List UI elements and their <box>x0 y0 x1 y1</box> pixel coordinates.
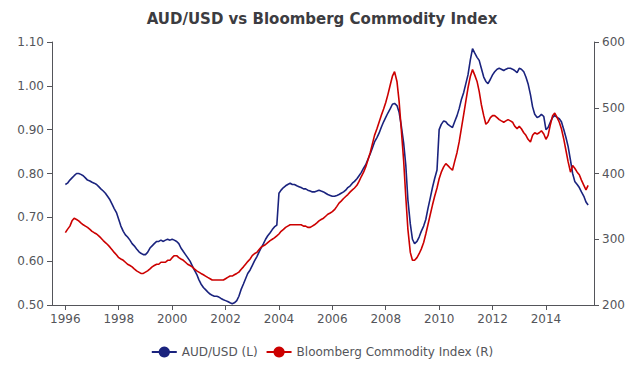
svg-text:0.60: 0.60 <box>17 254 44 268</box>
svg-text:2000: 2000 <box>157 312 188 326</box>
svg-text:2012: 2012 <box>477 312 508 326</box>
svg-text:AUD/USD (L): AUD/USD (L) <box>182 345 258 359</box>
svg-text:0.80: 0.80 <box>17 167 44 181</box>
svg-text:300: 300 <box>602 232 625 246</box>
svg-text:0.50: 0.50 <box>17 298 44 312</box>
svg-text:500: 500 <box>602 101 625 115</box>
svg-text:1.10: 1.10 <box>17 35 44 49</box>
svg-text:1996: 1996 <box>50 312 81 326</box>
svg-text:0.70: 0.70 <box>17 210 44 224</box>
svg-text:0.90: 0.90 <box>17 123 44 137</box>
svg-text:Bloomberg Commodity Index (R): Bloomberg Commodity Index (R) <box>297 345 494 359</box>
svg-text:200: 200 <box>602 298 625 312</box>
svg-text:AUD/USD vs Bloomberg Commodity: AUD/USD vs Bloomberg Commodity Index <box>147 10 498 28</box>
svg-text:400: 400 <box>602 167 625 181</box>
svg-text:2006: 2006 <box>317 312 348 326</box>
svg-text:2008: 2008 <box>370 312 401 326</box>
svg-text:2010: 2010 <box>424 312 455 326</box>
svg-text:2014: 2014 <box>531 312 562 326</box>
svg-text:600: 600 <box>602 35 625 49</box>
svg-text:1998: 1998 <box>103 312 134 326</box>
svg-text:2002: 2002 <box>210 312 241 326</box>
svg-text:2004: 2004 <box>264 312 295 326</box>
svg-text:1.00: 1.00 <box>17 79 44 93</box>
